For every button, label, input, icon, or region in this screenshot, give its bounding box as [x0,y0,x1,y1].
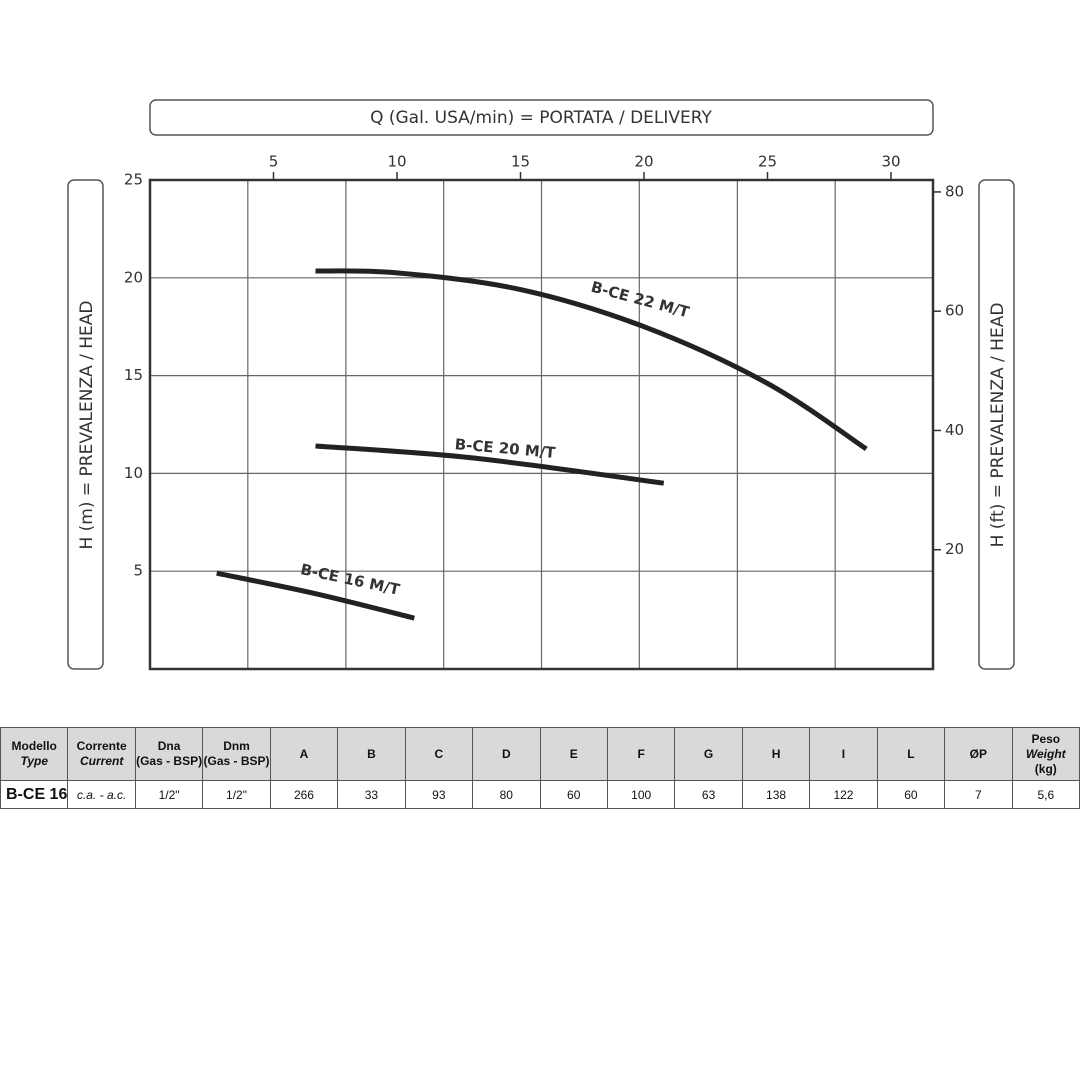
y-tick-label: 20 [124,268,143,286]
header-cell: E [539,727,608,781]
table-cell: 122 [809,780,878,809]
header-cell: D [472,727,541,781]
header-text: ØP [969,746,988,761]
header-cell: Dna (Gas - BSP) [134,727,204,781]
y2-tick-label: 80 [945,182,964,200]
header-text: (Gas - BSP) [136,754,203,768]
y-tick-label: 10 [124,464,143,482]
header-text: Dnm [223,739,250,753]
header-cell: A [269,727,339,781]
table-cell: 60 [539,780,608,809]
y-tick-label: 15 [124,366,143,384]
header-text: Peso [1031,731,1061,746]
y2-tick-label: 60 [945,302,964,320]
table-cell: 63 [674,780,743,809]
plot-frame [148,178,935,671]
header-text: F [637,746,645,761]
header-cell: G [674,727,743,781]
header-text: Dna [157,739,181,753]
table-cell: 60 [876,780,946,809]
header-text: A [299,746,309,761]
header-cell: Peso Weight (kg) [1011,727,1080,781]
header-cell: F [606,727,676,781]
header-text: (kg) [1034,761,1057,776]
chart: Q (Gal. USA/min) = PORTATA / DELIVERY H … [67,99,1015,671]
y-axis-title: H (m) = PREVALENZA / HEAD [77,300,97,549]
table-cell: 1/2" [134,780,204,809]
y2-tick-label: 40 [945,421,964,439]
header-text: Type [20,754,48,768]
table-cell: 266 [269,780,339,809]
y2-tick-label: 20 [945,540,964,558]
header-text: Corrente [76,739,127,753]
table-cell: 5,6 [1011,780,1080,809]
table-cell: 7 [944,780,1013,809]
header-text: I [841,746,846,761]
table-cell: 1/2" [202,780,271,809]
table-cell: 33 [337,780,406,809]
header-text: H [771,746,781,761]
table-cell: 138 [741,780,811,809]
x-tick-label: 20 [634,153,653,171]
spec-table: Modello Type Corrente Current Dna (Gas - BSP)… [0,727,1080,809]
header-cell: ØP [944,727,1013,781]
header-text: D [501,746,511,761]
header-cell: Corrente Current [67,727,136,781]
x-tick-label: 30 [881,153,900,171]
x-axis-title: Q (Gal. USA/min) = PORTATA / DELIVERY [370,108,712,128]
y-tick-label: 25 [124,171,143,189]
header-text: G [703,746,714,761]
header-cell: H [741,727,811,781]
header-text: B [367,746,376,761]
header-text: E [569,746,578,761]
table-cell: 100 [606,780,676,809]
table-cell: B-CE 16 [0,780,69,809]
table-cell: 80 [472,780,541,809]
y-title-box [67,179,104,670]
header-cell: Dnm (Gas - BSP) [202,727,271,781]
table-row: B-CE 16 c.a. - a.c. 1/2" 1/2" 266 33 93 80 60 100… [0,780,1080,809]
y2-title-box [978,179,1015,670]
curve [315,443,665,486]
header-text: Modello [11,739,57,753]
x-tick-label: 15 [511,153,530,171]
x-title-box [149,99,934,136]
x-tick-label: 25 [758,153,777,171]
header-text: Weight [1025,746,1066,761]
x-tick-label: 10 [387,153,406,171]
header-text: C [434,746,444,761]
y2-axis-title: H (ft) = PREVALENZA / HEAD [988,303,1008,548]
header-cell: I [809,727,878,781]
table-cell: c.a. - a.c. [67,780,136,809]
x-tick-label: 5 [269,153,279,171]
header-cell: L [876,727,946,781]
header-text: L [907,746,915,761]
table-cell: 93 [404,780,474,809]
curve [216,570,415,621]
curve [315,268,868,452]
header-cell: Modello Type [0,727,69,781]
y-tick-label: 5 [133,562,143,580]
header-text: (Gas - BSP) [203,754,270,768]
header-cell: C [404,727,474,781]
header-text: Current [79,754,124,768]
header-cell: B [337,727,406,781]
